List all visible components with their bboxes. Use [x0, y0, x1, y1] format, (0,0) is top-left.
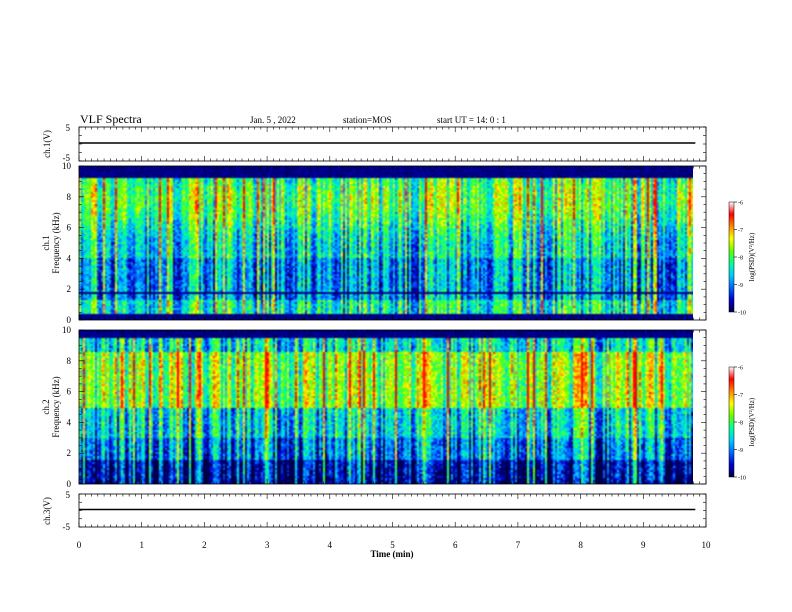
time-tick-label: 2 — [202, 540, 207, 550]
frequency-tick-label: 2 — [67, 448, 72, 458]
frequency-tick-label: 10 — [62, 325, 72, 335]
time-tick-label: 0 — [77, 540, 82, 550]
ch2-frequency-ylabel: Frequency (kHz) — [51, 376, 61, 437]
ch2-spectrogram-ticks — [78, 329, 707, 485]
ch1-colorbar-tick-labels: -6 -7 -8 -9 -10 — [734, 201, 746, 317]
ch1-spectrogram-panel: 0 2 4 6 8 10 ch.1 Frequency (kHz) — [41, 161, 707, 325]
ch1-colorbar: -6 -7 -8 -9 -10 log(PSD)(V²/Hz) — [728, 201, 756, 317]
time-tick-label: 10 — [702, 540, 712, 550]
time-axis-label: Time (min) — [370, 549, 413, 559]
ch2-channel-label: ch.2 — [41, 399, 51, 414]
colorbar-tick-label: -7 — [738, 228, 743, 234]
time-tick-label: 6 — [453, 540, 458, 550]
time-tick-label: 3 — [265, 540, 270, 550]
frequency-tick-label: 2 — [67, 284, 72, 294]
ch1-ytick-top: 5 — [66, 123, 71, 133]
header-station: station=MOS — [343, 115, 392, 125]
colorbar-tick-label: -8 — [738, 421, 743, 427]
colorbar-tick-label: -10 — [738, 311, 746, 317]
colorbar-tick-label: -10 — [738, 476, 746, 482]
ch1-colorbar-scale — [728, 201, 735, 313]
ch2-colorbar-label: log(PSD)(V²/Hz) — [748, 397, 756, 446]
frequency-tick-label: 4 — [67, 253, 72, 263]
colorbar-tick-label: -9 — [738, 283, 743, 289]
frequency-tick-label: 6 — [67, 223, 72, 233]
frequency-tick-label: 6 — [67, 387, 72, 397]
ch1-frequency-tick-labels: 0 2 4 6 8 10 — [62, 161, 72, 325]
ch2-frequency-tick-labels: 0 2 4 6 8 10 — [62, 325, 72, 489]
time-tick-label: 5 — [390, 540, 395, 550]
ch1-voltage-ticks — [78, 126, 707, 162]
time-tick-label: 1 — [139, 540, 144, 550]
ch2-spectrogram-panel: 0 2 4 6 8 10 ch.2 Frequency (kHz) — [41, 325, 707, 489]
figure-title: VLF Spectra — [80, 112, 142, 126]
frequency-tick-label: 8 — [67, 192, 72, 202]
frequency-tick-label: 0 — [67, 315, 72, 325]
time-axis-tick-labels: 0 1 2 3 4 5 6 7 8 9 10 — [77, 540, 711, 550]
ch3-ytick-top: 5 — [66, 490, 71, 500]
ch1-frequency-ylabel: Frequency (kHz) — [51, 212, 61, 273]
ch1-spectrogram-ticks — [78, 165, 707, 321]
ch1-channel-label: ch.1 — [41, 235, 51, 250]
colorbar-tick-label: -9 — [738, 448, 743, 454]
ch1-ytick-bottom: -5 — [63, 153, 71, 163]
ch3-voltage-ylabel: ch.3(V) — [42, 497, 52, 525]
ch1-voltage-frame — [78, 126, 707, 162]
ch1-voltage-panel: 5 -5 ch.1(V) — [42, 123, 707, 163]
ch3-voltage-panel: 5 -5 ch.3(V) — [42, 490, 707, 532]
time-tick-label: 9 — [641, 540, 646, 550]
frequency-tick-label: 4 — [67, 417, 72, 427]
colorbar-tick-label: -7 — [738, 393, 743, 399]
colorbar-tick-label: -6 — [738, 201, 743, 207]
ch1-voltage-ylabel: ch.1(V) — [42, 130, 52, 158]
ch1-colorbar-label: log(PSD)(V²/Hz) — [748, 232, 756, 281]
time-tick-label: 7 — [516, 540, 521, 550]
ch2-colorbar-scale — [728, 366, 735, 478]
ch2-spectrogram-image — [79, 330, 693, 484]
ch2-colorbar-tick-labels: -6 -7 -8 -9 -10 — [734, 366, 746, 482]
frequency-tick-label: 8 — [67, 356, 72, 366]
frequency-tick-label: 0 — [67, 479, 72, 489]
colorbar-tick-label: -8 — [738, 256, 743, 262]
time-tick-label: 4 — [328, 540, 333, 550]
header-start-time: start UT = 14: 0 : 1 — [437, 115, 506, 125]
ch3-voltage-ticks — [78, 493, 707, 528]
ch2-colorbar: -6 -7 -8 -9 -10 log(PSD)(V²/Hz) — [728, 366, 756, 482]
header-date: Jan. 5 , 2022 — [250, 115, 296, 125]
ch1-spectrogram-image — [79, 166, 693, 320]
colorbar-tick-label: -6 — [738, 366, 743, 372]
ch3-ytick-bottom: -5 — [63, 522, 71, 532]
frequency-tick-label: 10 — [62, 161, 72, 171]
time-tick-label: 8 — [578, 540, 583, 550]
